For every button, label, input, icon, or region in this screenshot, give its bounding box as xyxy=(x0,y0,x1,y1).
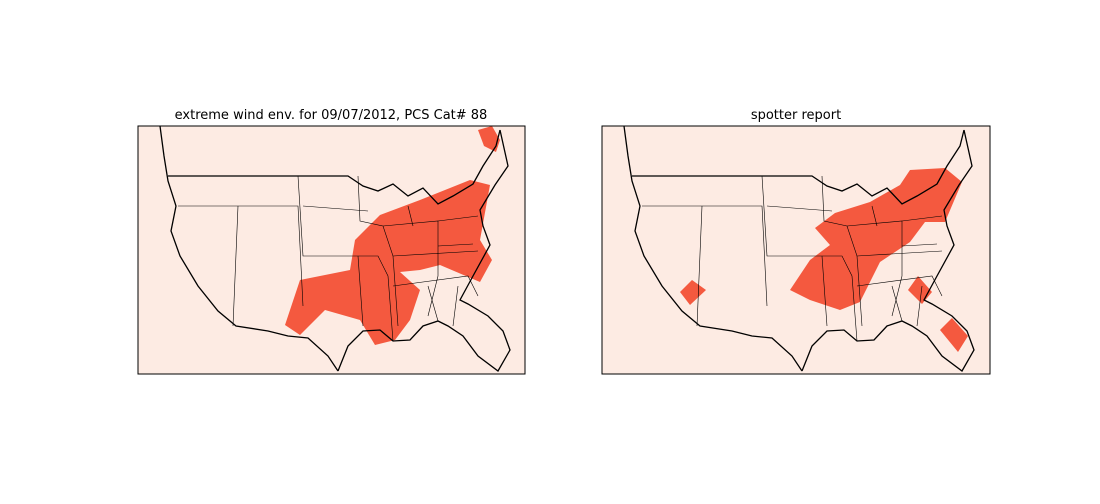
map-frame xyxy=(137,125,526,375)
panel-title: extreme wind env. for 09/07/2012, PCS Ca… xyxy=(175,108,488,123)
report-area xyxy=(680,280,706,305)
report-area xyxy=(940,318,968,352)
map-frame xyxy=(601,125,991,375)
report-area xyxy=(790,168,962,310)
panel-title: spotter report xyxy=(751,108,841,123)
map-background xyxy=(602,126,990,374)
risk-area xyxy=(478,126,500,152)
risk-area xyxy=(285,180,492,345)
